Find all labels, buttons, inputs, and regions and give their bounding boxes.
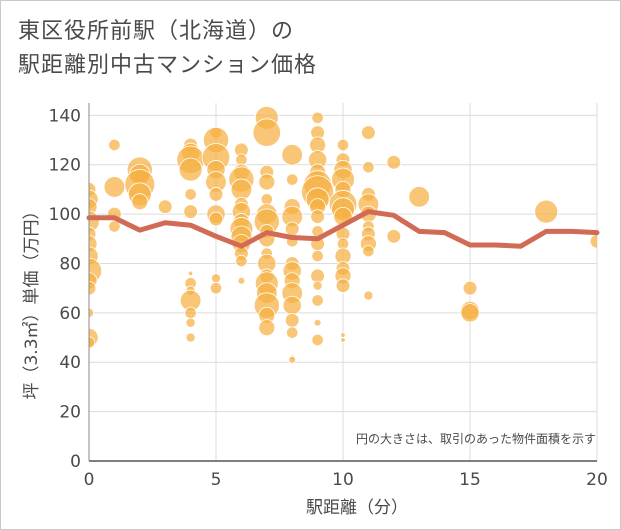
data-bubble xyxy=(258,319,276,337)
size-annotation: 円の大きさは、取引のあった物件面積を示す xyxy=(356,431,596,446)
x-tick-label: 15 xyxy=(459,470,481,490)
data-bubble xyxy=(462,280,478,296)
data-bubble xyxy=(187,270,194,277)
axes: 0 20 40 60 80 100 120 140 0 5 10 15 20 xyxy=(49,103,608,490)
data-bubble xyxy=(288,355,297,364)
y-axis-label: 坪（3.3㎡）単価（万円） xyxy=(22,202,42,399)
data-bubble xyxy=(362,244,375,258)
data-bubble xyxy=(184,306,197,320)
data-bubble xyxy=(235,254,248,268)
data-bubble xyxy=(260,193,273,206)
data-bubble xyxy=(208,211,224,227)
data-bubble xyxy=(313,318,322,327)
data-bubble xyxy=(310,268,325,284)
average-price-line xyxy=(86,209,600,249)
data-bubble xyxy=(286,326,299,339)
data-bubble xyxy=(311,294,324,307)
data-bubble xyxy=(284,312,300,328)
data-bubble xyxy=(460,303,480,323)
data-bubble xyxy=(284,221,300,237)
data-bubble xyxy=(89,336,96,349)
data-bubble xyxy=(131,193,149,211)
data-bubble xyxy=(386,154,402,170)
y-tick-label: 20 xyxy=(59,403,81,423)
y-tick-label: 140 xyxy=(49,106,81,126)
data-bubble xyxy=(258,173,276,191)
trend-line-group xyxy=(86,209,600,249)
y-tick-label: 40 xyxy=(59,353,81,373)
data-bubble xyxy=(361,125,376,140)
data-bubble xyxy=(230,178,253,201)
x-tick-label: 5 xyxy=(211,470,222,490)
x-tick-label: 10 xyxy=(332,470,354,490)
y-tick-label: 80 xyxy=(59,254,81,274)
data-bubble xyxy=(335,278,351,294)
bubbles xyxy=(89,105,597,364)
data-bubble xyxy=(237,276,246,285)
chart-title: 東区役所前駅（北海道）の 駅距離別中古マンション価格 xyxy=(18,19,318,78)
y-tick-label: 0 xyxy=(70,452,81,472)
data-bubble xyxy=(363,290,374,301)
data-bubble xyxy=(340,332,346,338)
x-tick-label: 20 xyxy=(586,470,608,490)
data-bubble xyxy=(311,249,324,263)
x-tick-label: 0 xyxy=(84,470,95,490)
data-bubble xyxy=(209,282,223,295)
data-bubble xyxy=(108,220,121,233)
data-bubble xyxy=(311,333,324,347)
x-axis-label: 駅距離（分） xyxy=(306,498,408,518)
y-tick-label: 60 xyxy=(59,304,81,324)
data-bubble xyxy=(282,295,302,316)
y-tick-label: 100 xyxy=(49,205,81,225)
data-bubble xyxy=(310,209,325,224)
data-bubble xyxy=(185,332,196,343)
data-bubble xyxy=(183,204,198,219)
data-bubble xyxy=(208,187,224,202)
data-bubble xyxy=(157,199,173,214)
data-bubble xyxy=(386,229,402,244)
data-bubble xyxy=(362,161,375,174)
data-bubble xyxy=(312,280,323,291)
data-bubble xyxy=(281,144,303,166)
data-bubble xyxy=(252,118,281,147)
data-bubble xyxy=(286,173,299,186)
data-bubble xyxy=(108,138,121,152)
data-bubble xyxy=(340,337,346,343)
data-bubble xyxy=(408,186,430,208)
data-bubble xyxy=(336,138,350,152)
data-bubble xyxy=(311,111,324,124)
data-bubble xyxy=(534,199,559,224)
data-bubble xyxy=(178,157,203,182)
y-tick-label: 120 xyxy=(49,156,81,176)
data-bubble xyxy=(589,233,597,249)
data-bubble xyxy=(89,280,97,296)
data-bubble xyxy=(89,198,98,216)
data-bubble xyxy=(184,188,197,201)
data-bubble xyxy=(103,176,126,198)
data-bubble xyxy=(210,273,221,284)
data-bubble xyxy=(185,317,196,328)
